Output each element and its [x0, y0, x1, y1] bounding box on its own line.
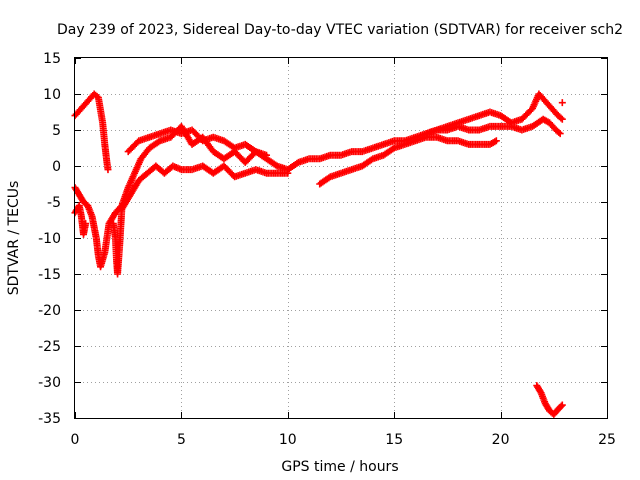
y-tick-label: 0	[52, 159, 61, 175]
data-point	[556, 130, 564, 138]
plot-frame	[74, 57, 608, 419]
series-track-h	[558, 99, 566, 107]
series-track-d	[109, 162, 292, 278]
x-tick-label: 15	[385, 432, 403, 448]
series-track-i	[533, 382, 566, 418]
series-track-e	[124, 126, 271, 159]
y-tick-label: -5	[47, 195, 61, 211]
x-tick-label: 0	[71, 432, 80, 448]
data-point	[263, 151, 271, 159]
y-tick-label: 10	[43, 87, 61, 103]
data-point	[555, 128, 563, 136]
series-track-f	[316, 133, 500, 188]
y-tick-label: -20	[38, 303, 61, 319]
data-point	[557, 114, 565, 122]
data-point	[558, 401, 566, 409]
y-tick-label: -25	[38, 339, 61, 355]
data-point	[557, 402, 565, 410]
series-track-b	[71, 90, 566, 271]
y-tick-label: 5	[52, 123, 61, 139]
y-tick-label: -15	[38, 267, 61, 283]
series-track-a	[71, 90, 112, 174]
data-point	[492, 137, 500, 145]
data-point	[284, 169, 292, 177]
axis-ticks	[75, 58, 608, 419]
chart-title: Day 239 of 2023, Sidereal Day-to-day VTE…	[57, 22, 623, 38]
data-markers	[71, 90, 566, 418]
x-tick-label: 20	[492, 432, 510, 448]
y-tick-label: 15	[43, 51, 61, 67]
data-point	[558, 99, 566, 107]
x-tick-label: 25	[598, 432, 616, 448]
data-point	[558, 115, 566, 123]
y-tick-labels: 15 10 5 0 -5 -10 -15 -20 -25 -30 -35	[38, 51, 61, 427]
y-tick-label: -30	[38, 375, 61, 391]
y-tick-label: -35	[38, 411, 61, 427]
data-point	[82, 220, 90, 228]
x-axis-label: GPS time / hours	[281, 459, 398, 475]
series-track-c	[71, 202, 90, 238]
x-tick-label: 10	[279, 432, 297, 448]
x-tick-label: 5	[177, 432, 186, 448]
grid	[75, 58, 607, 418]
data-point	[104, 166, 112, 174]
y-tick-label: -10	[38, 231, 61, 247]
y-axis-label: SDTVAR / TECUs	[6, 181, 22, 296]
x-tick-labels: 0 5 10 15 20 25	[71, 432, 616, 448]
series-track-g	[422, 115, 564, 138]
